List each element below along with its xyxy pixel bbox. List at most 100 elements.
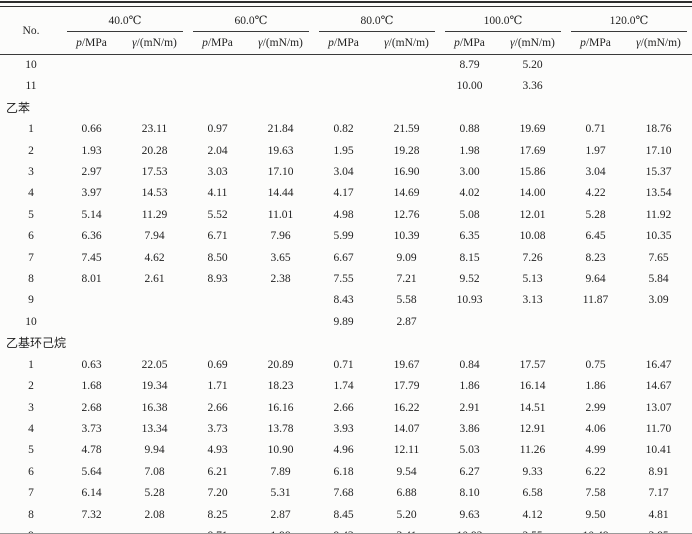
- value-cell: 3.86: [440, 419, 499, 440]
- row-no-cell: 3: [0, 162, 62, 183]
- value-cell: 17.10: [625, 141, 692, 162]
- value-cell: 5.08: [440, 205, 499, 226]
- value-cell: 5.20: [373, 505, 440, 526]
- value-cell: [440, 312, 499, 333]
- row-no-cell: 8: [0, 505, 62, 526]
- value-cell: 5.31: [247, 483, 314, 504]
- value-cell: [188, 312, 247, 333]
- value-cell: 5.52: [188, 205, 247, 226]
- value-cell: 14.53: [121, 183, 188, 204]
- surface-tension-header-4: γ/(mN/m): [625, 32, 692, 55]
- value-cell: 16.90: [373, 162, 440, 183]
- value-cell: 14.69: [373, 183, 440, 204]
- value-cell: 2.97: [62, 162, 121, 183]
- value-cell: 9.52: [440, 269, 499, 290]
- value-cell: 22.05: [121, 355, 188, 376]
- value-cell: [625, 76, 692, 97]
- value-cell: 6.71: [188, 226, 247, 247]
- value-cell: 8.93: [188, 269, 247, 290]
- value-cell: [121, 55, 188, 77]
- value-cell: 6.58: [499, 483, 566, 504]
- value-cell: 2.38: [247, 269, 314, 290]
- value-cell: 1.93: [62, 141, 121, 162]
- value-cell: 12.91: [499, 419, 566, 440]
- value-cell: 0.82: [314, 119, 373, 140]
- value-cell: [625, 312, 692, 333]
- value-cell: 2.87: [373, 312, 440, 333]
- value-cell: 4.17: [314, 183, 373, 204]
- value-cell: 1.98: [440, 141, 499, 162]
- row-no-cell: 3: [0, 398, 62, 419]
- row-no-cell: 2: [0, 141, 62, 162]
- surface-tension-header-3: γ/(mN/m): [499, 32, 566, 55]
- value-cell: 16.22: [373, 398, 440, 419]
- row-no-cell: 7: [0, 483, 62, 504]
- value-cell: 4.11: [188, 183, 247, 204]
- value-cell: [625, 55, 692, 77]
- temp-header-0: 40.0℃: [62, 7, 188, 32]
- surface-tension-header-0: γ/(mN/m): [121, 32, 188, 55]
- value-cell: 1.97: [566, 141, 625, 162]
- value-cell: 13.34: [121, 419, 188, 440]
- section-row-2: 乙基环己烷: [0, 333, 692, 354]
- value-cell: 6.21: [188, 462, 247, 483]
- value-cell: 7.17: [625, 483, 692, 504]
- value-cell: 9.09: [373, 248, 440, 269]
- value-cell: 3.09: [625, 290, 692, 311]
- value-cell: 11.87: [566, 290, 625, 311]
- value-cell: [373, 55, 440, 77]
- value-cell: 3.04: [314, 162, 373, 183]
- value-cell: 8.43: [314, 290, 373, 311]
- value-cell: 23.11: [121, 119, 188, 140]
- value-cell: 10.93: [440, 290, 499, 311]
- value-cell: 11.29: [121, 205, 188, 226]
- section-row-1: 乙苯: [0, 98, 692, 119]
- value-cell: 13.07: [625, 398, 692, 419]
- value-cell: 9.33: [499, 462, 566, 483]
- value-cell: 5.64: [62, 462, 121, 483]
- value-cell: 10.39: [373, 226, 440, 247]
- value-cell: 8.45: [314, 505, 373, 526]
- value-cell: 1.71: [188, 376, 247, 397]
- temp-header-2: 80.0℃: [314, 7, 440, 32]
- value-cell: 4.22: [566, 183, 625, 204]
- value-cell: 0.71: [314, 355, 373, 376]
- value-cell: 4.96: [314, 440, 373, 461]
- value-cell: 5.58: [373, 290, 440, 311]
- value-cell: 9.89: [314, 312, 373, 333]
- value-cell: 14.67: [625, 376, 692, 397]
- row-no-cell: 1: [0, 355, 62, 376]
- value-cell: 1.74: [314, 376, 373, 397]
- value-cell: 18.76: [625, 119, 692, 140]
- value-cell: 0.88: [440, 119, 499, 140]
- value-cell: 2.91: [440, 398, 499, 419]
- value-cell: 14.00: [499, 183, 566, 204]
- value-cell: [62, 312, 121, 333]
- value-cell: 8.79: [440, 55, 499, 77]
- surface-tension-header-1: γ/(mN/m): [247, 32, 314, 55]
- value-cell: 2.87: [247, 505, 314, 526]
- value-cell: 0.63: [62, 355, 121, 376]
- value-cell: 1.86: [440, 376, 499, 397]
- value-cell: 17.57: [499, 355, 566, 376]
- value-cell: 7.32: [62, 505, 121, 526]
- value-cell: [566, 76, 625, 97]
- value-cell: [373, 76, 440, 97]
- value-cell: 4.98: [314, 205, 373, 226]
- value-cell: 21.84: [247, 119, 314, 140]
- value-cell: 5.13: [499, 269, 566, 290]
- value-cell: 0.84: [440, 355, 499, 376]
- pressure-header-2: p/MPa: [314, 32, 373, 55]
- value-cell: 17.69: [499, 141, 566, 162]
